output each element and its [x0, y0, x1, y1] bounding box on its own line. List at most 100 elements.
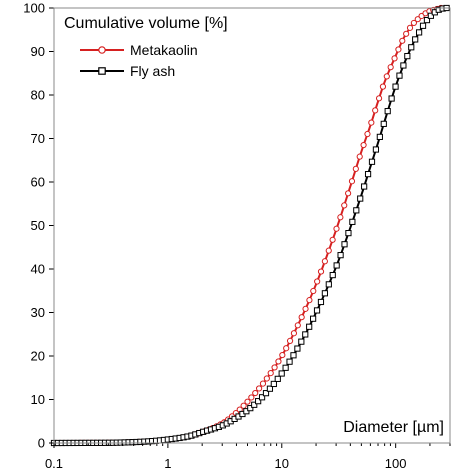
data-point-marker	[348, 178, 356, 185]
x-axis-title: Diameter [µm]	[343, 419, 444, 436]
tick-layer: 0 10 20 30 40 50 60 70 80 90 100 0.1 1 10 100	[23, 1, 451, 471]
data-point-marker	[270, 380, 277, 388]
data-point-marker	[337, 252, 344, 259]
data-point-marker	[345, 190, 352, 197]
data-point-marker	[266, 385, 274, 392]
data-point-marker	[256, 385, 263, 392]
data-point-marker	[353, 207, 360, 214]
data-point-marker	[368, 119, 375, 126]
data-point-marker	[251, 401, 258, 408]
data-point-marker	[416, 29, 423, 36]
data-point-marker	[400, 62, 407, 69]
legend-marker-square	[98, 67, 106, 75]
legend-marker-circle	[98, 46, 106, 54]
data-point-marker	[278, 370, 285, 377]
legend-items: Metakaolin Fly ash	[80, 42, 198, 79]
y-tick-label: 90	[31, 44, 45, 59]
data-point-marker	[333, 225, 340, 232]
legend-label: Fly ash	[130, 63, 175, 79]
y-tick-label: 20	[31, 349, 45, 364]
data-point-marker	[337, 214, 344, 221]
data-point-marker	[262, 390, 270, 397]
data-point-marker	[298, 338, 305, 345]
data-point-marker	[302, 305, 309, 312]
data-point-marker	[294, 322, 301, 329]
data-point-marker	[321, 290, 328, 297]
data-point-marker	[333, 262, 340, 269]
data-point-marker	[325, 247, 332, 254]
data-point-marker	[290, 352, 297, 359]
data-point-marker	[310, 287, 317, 295]
data-point-marker	[317, 268, 325, 275]
data-point-marker	[286, 358, 293, 365]
data-point-marker	[383, 73, 390, 80]
data-point-marker	[329, 271, 336, 279]
y-tick-label: 10	[31, 392, 45, 407]
data-point-marker	[259, 380, 267, 387]
data-point-marker	[294, 345, 301, 352]
data-point-marker	[403, 30, 410, 37]
data-point-marker	[345, 230, 352, 237]
data-point-marker	[252, 389, 259, 397]
y-tick-label: 30	[31, 305, 45, 320]
data-point-marker	[321, 258, 328, 265]
series-line	[53, 7, 442, 444]
y-tick-label: 0	[38, 436, 45, 451]
data-point-marker	[395, 46, 402, 53]
plot-frame	[53, 7, 451, 444]
data-point-marker	[399, 37, 406, 44]
data-point-marker	[372, 107, 379, 114]
legend-entry: Metakaolin	[80, 42, 198, 58]
data-point-marker	[408, 44, 415, 51]
data-point-marker	[376, 133, 383, 140]
data-point-marker	[361, 183, 368, 190]
data-point-marker	[317, 298, 325, 306]
data-point-marker	[279, 351, 286, 359]
y-tick-label: 80	[31, 88, 45, 103]
data-point-marker	[380, 120, 387, 127]
data-point-marker	[349, 218, 356, 225]
data-point-marker	[360, 141, 367, 149]
data-point-marker	[248, 394, 255, 401]
data-point-marker	[384, 108, 391, 115]
data-point-marker	[286, 337, 294, 345]
y-tick-label: 50	[31, 218, 45, 233]
data-point-marker	[423, 16, 431, 24]
data-point-marker	[404, 53, 411, 60]
data-point-marker	[391, 55, 398, 62]
data-point-marker	[364, 130, 371, 138]
data-point-marker	[364, 171, 372, 178]
data-point-marker	[298, 314, 305, 321]
y-tick-label: 70	[31, 131, 45, 146]
x-tick-label: 1	[164, 456, 171, 471]
data-point-marker	[410, 19, 417, 27]
y-tick-label: 40	[31, 262, 45, 277]
data-point-marker	[244, 398, 251, 405]
data-point-marker	[283, 345, 290, 352]
legend-label: Metakaolin	[130, 42, 198, 58]
data-point-marker	[414, 16, 421, 23]
data-point-marker	[396, 72, 403, 79]
data-point-marker	[341, 241, 348, 248]
data-point-marker	[302, 331, 309, 338]
data-point-marker	[314, 278, 321, 285]
data-point-marker	[306, 297, 313, 304]
data-point-marker	[290, 330, 298, 337]
legend: Cumulative volume [%] Metakaolin Fly ash	[64, 15, 228, 79]
data-point-marker	[357, 195, 364, 202]
data-point-marker	[388, 95, 395, 102]
y-tick-label: 100	[23, 1, 45, 16]
y-axis-title: Cumulative volume [%]	[64, 15, 228, 32]
data-point-marker	[306, 323, 313, 330]
data-point-marker	[368, 158, 376, 165]
data-point-marker	[325, 281, 332, 288]
y-tick-label: 60	[31, 175, 45, 190]
data-point-marker	[263, 375, 270, 382]
x-tick-label: 10	[275, 456, 289, 471]
data-point-marker	[274, 375, 281, 382]
data-point-marker	[375, 95, 383, 102]
data-point-marker	[258, 394, 266, 401]
data-point-marker	[310, 315, 317, 322]
legend-entry: Fly ash	[80, 63, 175, 79]
